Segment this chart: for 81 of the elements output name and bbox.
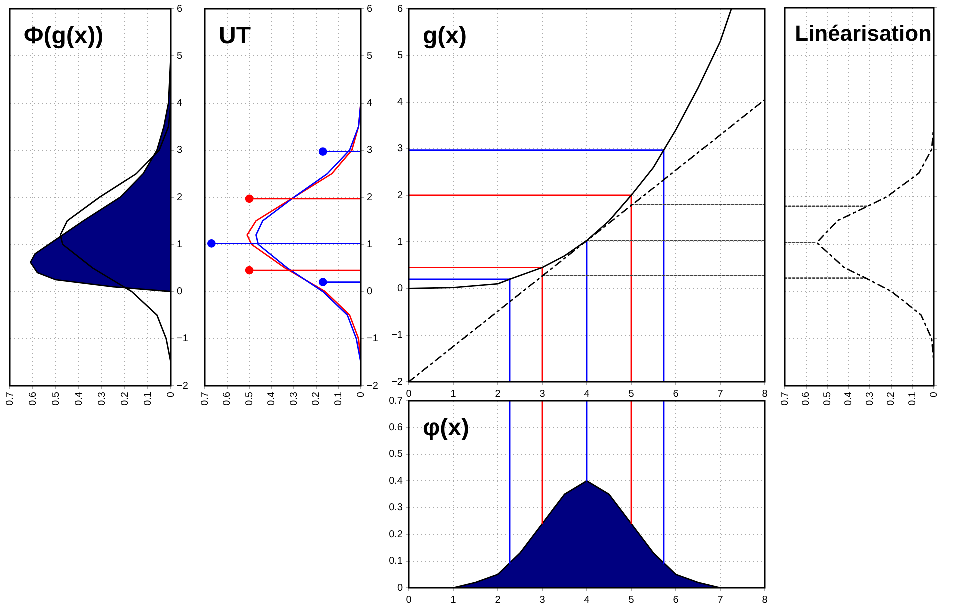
y-tick-label: 1	[177, 239, 183, 250]
y-tick-label: 6	[177, 4, 183, 15]
x-tick-label: 0.1	[907, 392, 918, 406]
y-tick-label: 3	[367, 145, 373, 156]
x-tick-label: 0.3	[288, 392, 300, 406]
x-tick-label: 0	[166, 392, 177, 398]
y-tick-label: 0.2	[389, 529, 404, 540]
x-tick-label: 0	[928, 392, 940, 398]
y-tick-label: 3	[397, 144, 404, 155]
x-tick-label: 0	[356, 392, 367, 398]
x-tick-label: 2	[495, 388, 502, 400]
x-tick-label: 6	[673, 388, 680, 400]
y-tick-label: −2	[392, 376, 404, 388]
y-tick-label: 0.5	[389, 449, 404, 460]
y-tick-label: 0	[177, 286, 183, 298]
x-tick-label: 0.1	[333, 392, 344, 406]
y-tick-label: 1	[397, 236, 404, 248]
y-tick-label: 2	[177, 192, 183, 204]
x-tick-label: 0.3	[864, 392, 876, 406]
x-tick-label: 3	[540, 388, 546, 400]
y-tick-label: 4	[177, 98, 183, 109]
text: UT	[219, 22, 252, 50]
x-tick-label: 6	[673, 594, 680, 606]
x-tick-label: 0.7	[4, 392, 16, 406]
y-tick-label: 0.3	[389, 502, 404, 514]
y-tick-label: 0	[397, 284, 404, 294]
x-tick-label: 0.7	[780, 392, 791, 406]
text: Linéarisation	[795, 21, 932, 46]
y-tick-label: 6	[367, 4, 373, 15]
y-tick-label: 2	[367, 192, 373, 204]
y-tick-label: −1	[392, 330, 404, 342]
x-tick-label: 0.6	[222, 392, 234, 406]
text: g(x)	[423, 22, 467, 50]
x-tick-label: 0.6	[28, 392, 39, 406]
x-tick-label: 8	[762, 388, 768, 400]
x-tick-label: 7	[718, 388, 724, 400]
x-tick-label: 8	[762, 594, 768, 606]
x-tick-label: 0.3	[96, 392, 108, 406]
text: φ(x)	[423, 414, 470, 442]
x-tick-label: 1	[450, 594, 457, 606]
y-tick-label: 5	[367, 50, 373, 62]
y-tick-label: 0.4	[389, 476, 404, 487]
y-tick-label: −1	[177, 334, 189, 345]
y-tick-label: 0	[367, 286, 373, 298]
x-tick-label: 5	[628, 594, 635, 606]
x-tick-label: 0.5	[822, 392, 834, 406]
y-tick-label: 2	[397, 190, 404, 202]
x-tick-label: 0.6	[801, 392, 812, 406]
x-tick-label: 0.5	[244, 392, 256, 406]
x-tick-label: 2	[495, 594, 502, 606]
y-tick-label: 1	[367, 239, 373, 250]
y-tick-label: 0.6	[389, 422, 404, 434]
text: Φ(g(x))	[24, 22, 104, 50]
x-tick-label: 0.4	[266, 392, 278, 406]
x-tick-label: 0.4	[74, 392, 85, 406]
y-tick-label: 0.1	[389, 556, 404, 568]
y-tick-label: −2	[367, 380, 379, 392]
y-tick-label: 0	[397, 582, 404, 594]
x-tick-label: 4	[584, 594, 590, 606]
y-tick-label: 6	[397, 4, 404, 15]
y-tick-label: 3	[177, 145, 183, 156]
x-tick-label: 0.2	[120, 392, 131, 406]
y-tick-label: 4	[397, 97, 404, 108]
x-tick-label: 0.1	[142, 392, 154, 406]
x-tick-label: 0.4	[844, 392, 855, 406]
y-tick-label: 5	[397, 50, 404, 62]
x-tick-label: 0.7	[200, 392, 211, 406]
x-tick-label: 0	[406, 594, 412, 606]
y-tick-label: 5	[177, 50, 183, 62]
x-tick-label: 7	[718, 594, 724, 606]
x-tick-label: 3	[540, 594, 546, 606]
y-tick-label: −2	[177, 380, 189, 392]
x-tick-label: 0	[406, 388, 412, 400]
y-tick-label: 4	[367, 98, 373, 109]
x-tick-label: 1	[450, 388, 457, 400]
x-tick-label: 5	[628, 388, 635, 400]
x-tick-label: 0.5	[50, 392, 62, 406]
x-tick-label: 0.2	[886, 392, 898, 406]
y-tick-label: −1	[367, 334, 379, 345]
x-tick-label: 4	[584, 388, 590, 400]
x-tick-label: 0.2	[311, 392, 322, 406]
